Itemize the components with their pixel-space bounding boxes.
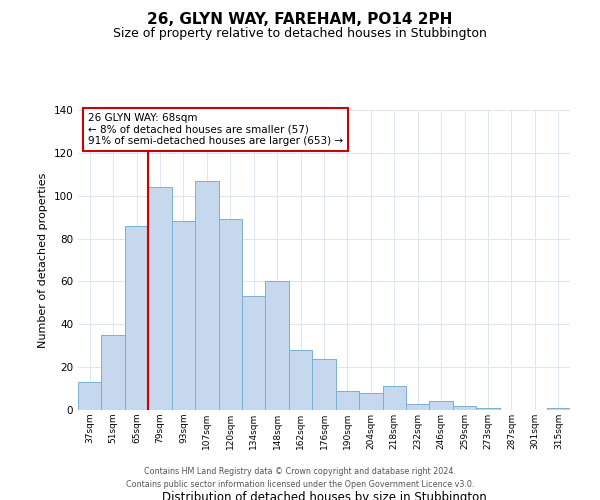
Bar xyxy=(312,358,336,410)
Bar xyxy=(336,390,359,410)
Bar xyxy=(195,180,218,410)
Text: 26 GLYN WAY: 68sqm
← 8% of detached houses are smaller (57)
91% of semi-detached: 26 GLYN WAY: 68sqm ← 8% of detached hous… xyxy=(88,113,343,146)
Bar xyxy=(148,187,172,410)
Bar xyxy=(172,222,195,410)
Text: Contains public sector information licensed under the Open Government Licence v3: Contains public sector information licen… xyxy=(126,480,474,489)
Y-axis label: Number of detached properties: Number of detached properties xyxy=(38,172,48,348)
Bar xyxy=(242,296,265,410)
Bar xyxy=(406,404,430,410)
Bar xyxy=(125,226,148,410)
Bar xyxy=(265,282,289,410)
Text: 26, GLYN WAY, FAREHAM, PO14 2PH: 26, GLYN WAY, FAREHAM, PO14 2PH xyxy=(148,12,452,28)
Bar xyxy=(383,386,406,410)
Bar xyxy=(218,220,242,410)
Text: Size of property relative to detached houses in Stubbington: Size of property relative to detached ho… xyxy=(113,28,487,40)
Bar xyxy=(453,406,476,410)
Text: Contains HM Land Registry data © Crown copyright and database right 2024.: Contains HM Land Registry data © Crown c… xyxy=(144,467,456,476)
Bar xyxy=(289,350,312,410)
X-axis label: Distribution of detached houses by size in Stubbington: Distribution of detached houses by size … xyxy=(161,491,487,500)
Bar xyxy=(78,382,101,410)
Bar xyxy=(476,408,500,410)
Bar xyxy=(547,408,570,410)
Bar xyxy=(430,402,453,410)
Bar xyxy=(101,335,125,410)
Bar xyxy=(359,393,383,410)
